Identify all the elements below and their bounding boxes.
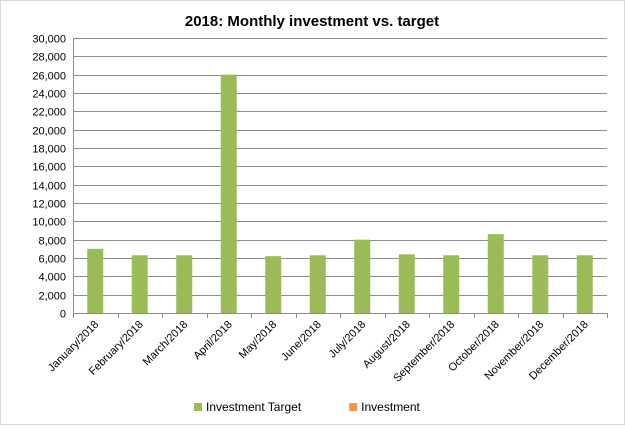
y-tick-label: 28,000 [32, 52, 66, 64]
bar-investment-target [309, 255, 326, 313]
y-tick-label: 18,000 [32, 144, 66, 156]
y-tick-label: 16,000 [32, 162, 66, 174]
gridlines [73, 38, 607, 296]
legend-swatch [349, 403, 358, 411]
y-tick-label: 2,000 [38, 291, 66, 303]
y-tick-label: 4,000 [38, 272, 66, 284]
x-tick-label: March/2018 [141, 319, 191, 369]
y-tick-label: 24,000 [32, 89, 66, 101]
y-tick-label: 30,000 [32, 34, 66, 46]
bar-investment-target [443, 255, 460, 313]
bar-investment-target [532, 255, 549, 313]
bars [87, 74, 593, 313]
bar-investment-target [487, 234, 504, 313]
axes [73, 38, 608, 318]
legend-label: Investment [361, 400, 420, 414]
bar-investment-target [176, 255, 193, 313]
y-tick-label: 22,000 [32, 107, 66, 119]
x-tick-label: July/2018 [327, 319, 369, 361]
bar-investment-target [220, 74, 237, 313]
bar-investment-target [398, 254, 415, 313]
y-tick-label: 10,000 [32, 217, 66, 229]
y-tick-label: 20,000 [32, 126, 66, 138]
y-tick-label: 8,000 [38, 236, 66, 248]
x-tick-label: May/2018 [237, 319, 280, 362]
legend-label: Investment Target [206, 400, 302, 414]
y-tick-label: 14,000 [32, 181, 66, 193]
x-tick-label: June/2018 [279, 319, 324, 364]
bar-investment-target [265, 256, 282, 313]
bar-investment-target [131, 255, 148, 313]
bar-investment-target [576, 255, 593, 313]
y-axis-ticks: 0 2,000 4,000 6,000 8,000 10,000 12,000 14,000 1… [32, 34, 66, 321]
y-tick-label: 0 [60, 309, 66, 321]
bar-investment-target [87, 248, 104, 313]
bar-investment-target [354, 239, 371, 313]
legend: Investment Target Investment [194, 400, 421, 414]
chart-title: 2018: Monthly investment vs. target [185, 13, 439, 30]
y-tick-label: 26,000 [32, 71, 66, 83]
x-tick-label: April/2018 [191, 319, 235, 363]
y-tick-label: 6,000 [38, 254, 66, 266]
y-tick-label: 12,000 [32, 199, 66, 211]
legend-swatch [194, 403, 202, 411]
